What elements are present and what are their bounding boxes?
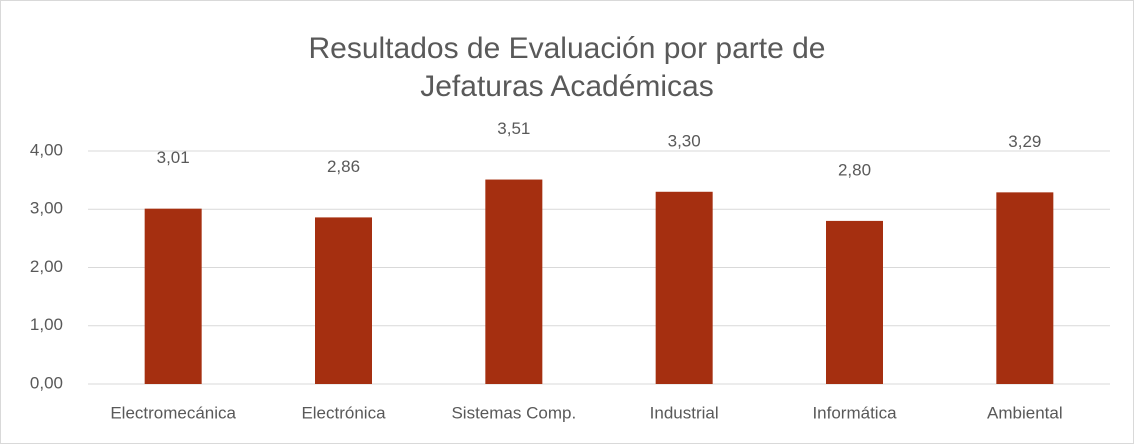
y-tick-label: 1,00	[30, 315, 63, 334]
y-tick-label: 3,00	[30, 199, 63, 218]
y-tick-label: 4,00	[30, 140, 63, 159]
y-tick-label: 0,00	[30, 373, 63, 392]
bar	[315, 217, 372, 384]
x-tick-label: Industrial	[650, 403, 719, 422]
y-tick-label: 2,00	[30, 257, 63, 276]
bar	[826, 220, 883, 384]
data-label: 3,51	[497, 119, 530, 138]
data-label: 3,29	[1008, 132, 1041, 151]
x-tick-label: Informática	[812, 403, 897, 422]
bar	[996, 192, 1054, 384]
bar	[144, 208, 202, 384]
x-tick-label: Sistemas Comp.	[451, 403, 576, 422]
data-label: 3,01	[157, 148, 190, 167]
x-tick-label: Electrónica	[301, 403, 386, 422]
x-tick-label: Ambiental	[987, 403, 1063, 422]
data-label: 2,86	[327, 157, 360, 176]
data-label: 3,30	[668, 131, 701, 150]
bar	[485, 179, 543, 384]
chart-title: Resultados de Evaluación por parte de Je…	[308, 32, 826, 103]
data-label: 2,80	[838, 160, 871, 179]
bar	[655, 191, 713, 384]
x-tick-label: Electromecánica	[110, 403, 236, 422]
